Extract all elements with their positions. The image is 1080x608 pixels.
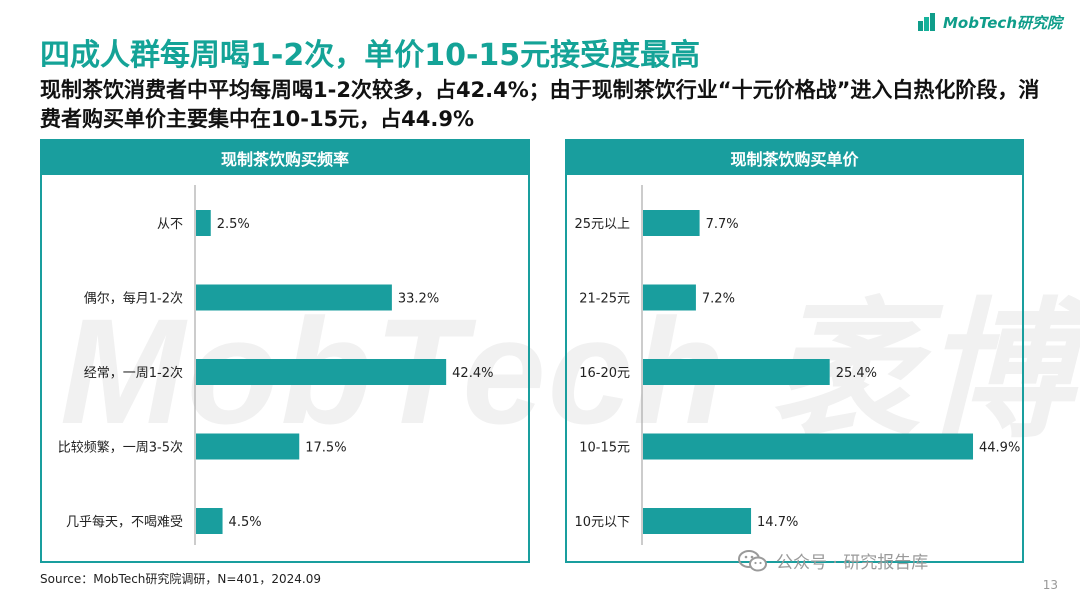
bar: [196, 359, 447, 385]
page-subtitle: 现制茶饮消费者中平均每周喝1-2次较多，占42.4%；由于现制茶饮行业“十元价格…: [40, 78, 1040, 131]
bar: [196, 433, 300, 460]
bar: [196, 284, 392, 311]
category-label: 几乎每天，不喝难受: [66, 514, 183, 530]
logo-text: MobTech研究院: [942, 13, 1062, 32]
bar: [643, 359, 830, 385]
brand-logo: MobTech研究院: [917, 10, 1062, 34]
category-label: 10-15元: [579, 441, 630, 456]
source-note: Source：MobTech研究院调研，N=401，2024.09: [40, 572, 321, 586]
data-label: 25.4%: [836, 366, 877, 381]
wechat-icon: [738, 549, 767, 571]
category-label: 25元以上: [574, 217, 630, 232]
data-label: 4.5%: [229, 515, 262, 530]
bar: [643, 210, 700, 236]
data-label: 2.5%: [217, 217, 250, 232]
wechat-text: 公众号 · 研究报告库: [776, 553, 929, 573]
category-label: 经常，一周1-2次: [84, 365, 183, 381]
price-chart: 25元以上 7.7% 21-25元 7.2% 16-20元 25.4% 10-15元 44.9…: [574, 185, 1020, 545]
data-label: 33.2%: [398, 292, 439, 307]
frequency-chart-panel: 现制茶饮购买频率 从不 2.5% 偶尔，每月1-2次 33.2% 经常，一周1-2次 42…: [40, 139, 530, 563]
page-number: 13: [1042, 578, 1058, 592]
data-label: 7.7%: [706, 217, 739, 232]
frequency-chart: 从不 2.5% 偶尔，每月1-2次 33.2% 经常，一周1-2次 42.4% 比较频繁，一…: [58, 185, 493, 545]
price-chart-panel: 现制茶饮购买单价 25元以上 7.7% 21-25元 7.2% 16-20元 25.4% 1…: [565, 139, 1024, 563]
price-chart-title: 现制茶饮购买单价: [567, 141, 1022, 175]
category-label: 偶尔，每月1-2次: [84, 291, 183, 307]
page-title: 四成人群每周喝1-2次，单价10-15元接受度最高: [40, 38, 701, 73]
category-label: 21-25元: [579, 292, 630, 307]
bar: [643, 284, 696, 311]
category-label: 比较频繁，一周3-5次: [58, 440, 183, 456]
bar: [196, 210, 211, 236]
category-label: 16-20元: [579, 366, 630, 381]
category-label: 10元以下: [574, 515, 630, 530]
bar: [196, 508, 223, 534]
data-label: 14.7%: [757, 515, 798, 530]
wechat-credit: 公众号 · 研究报告库: [738, 548, 928, 573]
bar: [643, 433, 974, 460]
frequency-chart-title: 现制茶饮购买频率: [42, 141, 528, 175]
data-label: 17.5%: [305, 441, 346, 456]
logo-icon: [917, 13, 935, 31]
bar: [643, 508, 752, 534]
data-label: 7.2%: [702, 292, 735, 307]
category-label: 从不: [157, 217, 183, 232]
data-label: 44.9%: [979, 441, 1020, 456]
data-label: 42.4%: [452, 366, 493, 381]
